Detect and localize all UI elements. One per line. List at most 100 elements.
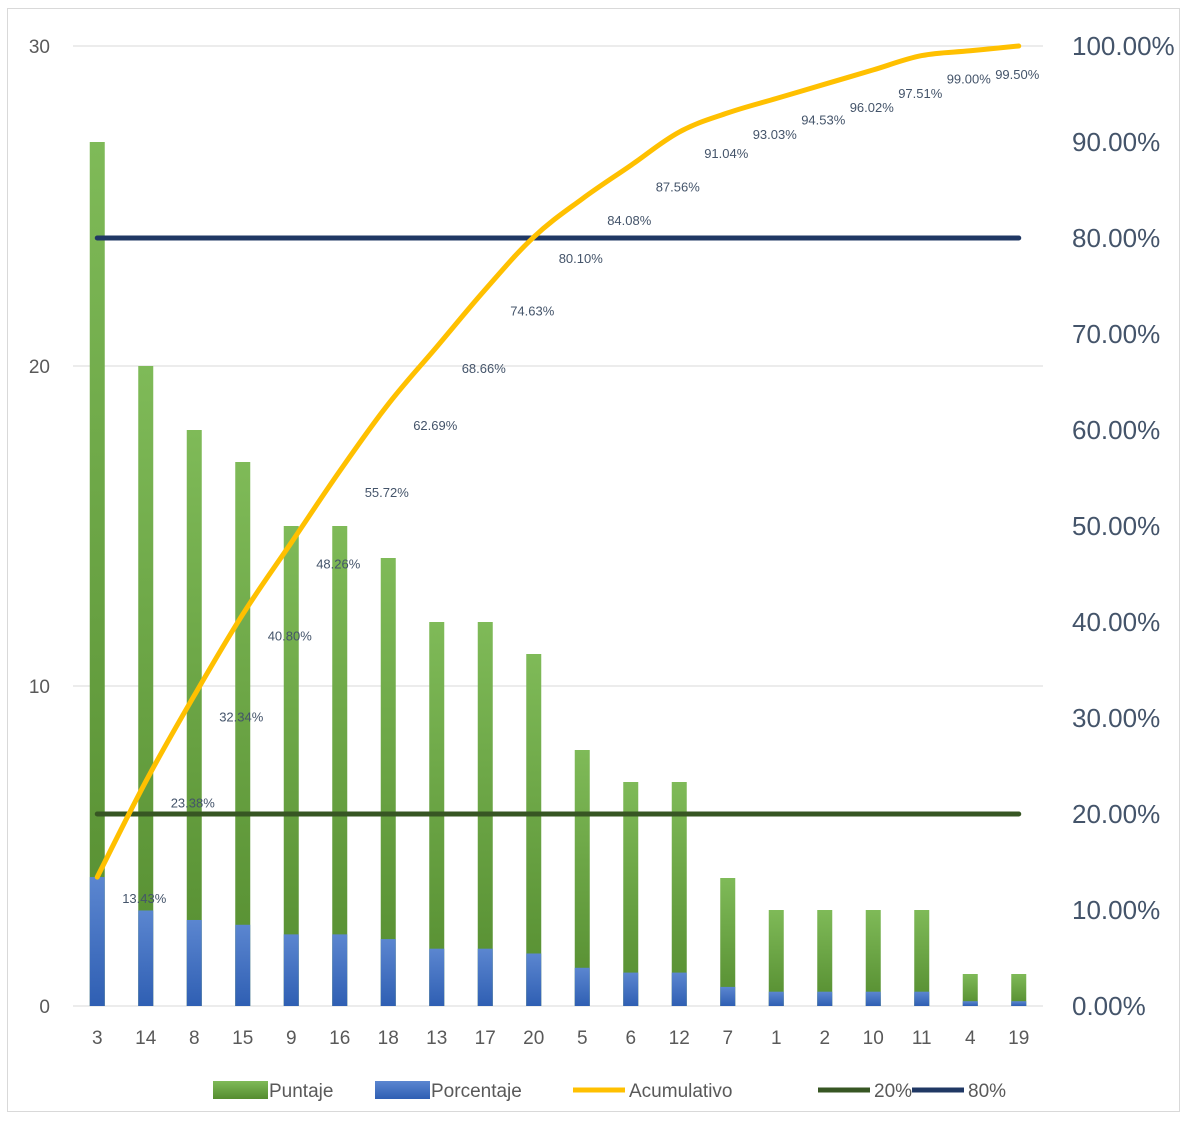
y-right-tick-label: 100.00% [1072,31,1175,61]
data-label-acumulativo: 48.26% [316,557,361,572]
x-tick-label: 5 [577,1028,588,1049]
bar-puntaje [186,430,202,1006]
legend-label: 80% [968,1081,1006,1102]
bar-porcentaje [962,1001,978,1006]
bar-porcentaje [138,910,154,1006]
x-tick-label: 4 [965,1028,976,1049]
data-label-acumulativo: 97.51% [898,86,943,101]
gridlines [73,45,1043,1007]
bar-porcentaje [380,939,396,1006]
y-right-tick-label: 70.00% [1072,319,1160,349]
data-label-acumulativo: 74.63% [510,304,555,319]
data-label-acumulativo: 87.56% [656,179,701,194]
data-label-acumulativo: 55.72% [365,485,410,500]
x-tick-label: 11 [912,1028,932,1049]
y-right-tick-label: 80.00% [1072,223,1160,253]
data-label-acumulativo: 94.53% [801,113,846,128]
x-tick-label: 1 [771,1028,782,1049]
bar-porcentaje [574,967,590,1006]
data-label-acumulativo: 68.66% [462,361,507,376]
bar-porcentaje [865,991,881,1006]
y-left-tick-label: 0 [39,997,50,1018]
bar-porcentaje [89,877,105,1006]
x-tick-label: 16 [329,1028,350,1049]
bar-porcentaje [477,948,493,1006]
bar-puntaje [89,142,105,1006]
legend-swatch [375,1081,430,1099]
bar-puntaje [380,558,396,1006]
bar-porcentaje [623,972,639,1006]
data-label-acumulativo: 84.08% [607,213,652,228]
bar-porcentaje [914,991,930,1006]
y-left-tick-label: 10 [29,677,50,698]
x-tick-label: 3 [92,1028,103,1049]
data-label-acumulativo: 23.38% [171,796,216,811]
bar-puntaje [1011,974,1027,1006]
bar-puntaje [332,526,348,1006]
bar-porcentaje [186,919,202,1006]
bar-puntaje [671,782,687,1006]
bar-puntaje [720,878,736,1006]
bar-porcentaje [283,934,299,1006]
bar-puntaje [138,366,154,1006]
bar-porcentaje [720,986,736,1006]
data-label-acumulativo: 40.80% [268,628,313,643]
x-tick-label: 6 [625,1028,636,1049]
x-tick-label: 8 [189,1028,200,1049]
data-label-acumulativo: 32.34% [219,710,264,725]
legend-swatch [213,1081,268,1099]
data-label-acumulativo: 99.50% [995,67,1040,82]
data-label-acumulativo: 96.02% [850,100,895,115]
bar-porcentaje [429,948,445,1006]
legend-label: Puntaje [269,1081,333,1102]
bar-porcentaje [235,924,251,1006]
y-right-tick-label: 10.00% [1072,895,1160,925]
x-tick-label: 13 [426,1028,447,1049]
bar-puntaje [526,654,542,1006]
bar-porcentaje [768,991,784,1006]
bar-porcentaje [817,991,833,1006]
data-labels: 13.43% 23.38% 32.34% 40.80% 48.26% 55.72% 62.6… [122,67,1040,906]
y-right-tick-label: 50.00% [1072,511,1160,541]
axes: 0 10 20 30 0.00% 10.00% 20.00% 30.00% 40.00% 50.0… [29,31,1175,1049]
x-tick-label: 7 [722,1028,733,1049]
bar-puntaje [623,782,639,1006]
x-tick-label: 20 [523,1028,544,1049]
x-tick-label: 14 [135,1028,157,1049]
x-tick-label: 10 [863,1028,884,1049]
y-right-tick-label: 60.00% [1072,415,1160,445]
data-label-acumulativo: 13.43% [122,891,167,906]
lines [94,43,1022,880]
data-label-acumulativo: 91.04% [704,146,749,161]
bar-porcentaje [671,972,687,1006]
data-label-acumulativo: 62.69% [413,418,458,433]
y-right-tick-label: 0.00% [1072,991,1146,1021]
y-right-tick-label: 90.00% [1072,127,1160,157]
x-tick-label: 17 [475,1028,496,1049]
y-right-tick-label: 40.00% [1072,607,1160,637]
data-label-acumulativo: 99.00% [947,72,992,87]
bar-puntaje [235,462,251,1006]
bar-porcentaje [332,934,348,1006]
x-tick-label: 15 [232,1028,253,1049]
y-right-tick-label: 20.00% [1072,799,1160,829]
bar-porcentaje [526,953,542,1006]
bar-puntaje [283,526,299,1006]
data-label-acumulativo: 93.03% [753,127,798,142]
legend-label: 20% [874,1081,912,1102]
y-right-tick-label: 30.00% [1072,703,1160,733]
bar-puntaje [962,974,978,1006]
x-tick-label: 12 [669,1028,690,1049]
x-tick-label: 9 [286,1028,297,1049]
y-left-tick-label: 30 [29,37,50,58]
line-acumulativo [94,43,1022,880]
bar-puntaje [865,910,881,1006]
legend: Puntaje Porcentaje Acumulativo 20% 80% [213,1081,1006,1102]
bar-puntaje [768,910,784,1006]
bar-porcentaje [1011,1001,1027,1006]
x-tick-label: 2 [819,1028,830,1049]
x-tick-label: 18 [378,1028,399,1049]
bar-puntaje [914,910,930,1006]
chart-frame [7,8,1180,1112]
